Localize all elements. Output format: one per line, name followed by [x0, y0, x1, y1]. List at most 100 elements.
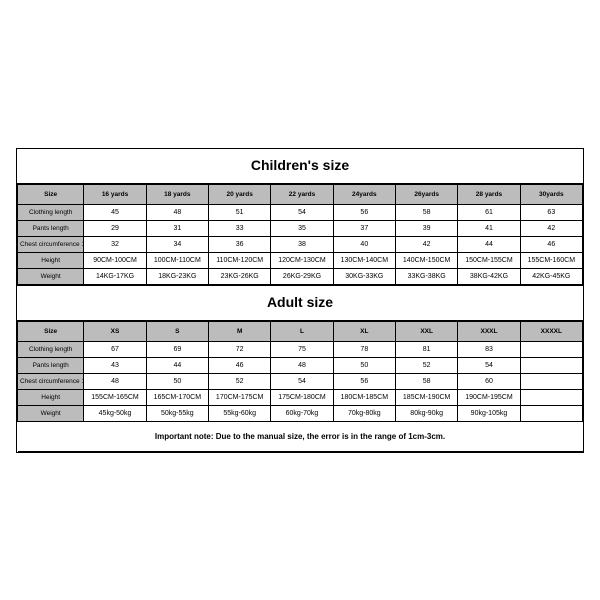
cell: 67	[84, 341, 146, 357]
cell: 150CM-155CM	[458, 252, 520, 268]
row-label: Chest circumference 1/2	[18, 236, 84, 252]
col-header: 30yards	[520, 184, 582, 204]
col-header: S	[146, 321, 208, 341]
cell: 120CM-130CM	[271, 252, 333, 268]
row-label: Height	[18, 389, 84, 405]
col-header: 18 yards	[146, 184, 208, 204]
cell: 69	[146, 341, 208, 357]
col-header: M	[209, 321, 271, 341]
cell: 38KG-42KG	[458, 268, 520, 284]
cell: 44	[458, 236, 520, 252]
cell: 155CM-165CM	[84, 389, 146, 405]
cell: 55kg-60kg	[209, 405, 271, 421]
cell: 32	[84, 236, 146, 252]
cell: 50kg-55kg	[146, 405, 208, 421]
table-row: Height 155CM-165CM 165CM-170CM 170CM-175…	[18, 389, 583, 405]
cell: 33KG-38KG	[395, 268, 457, 284]
cell: 190CM-195CM	[458, 389, 520, 405]
row-label: Clothing length	[18, 341, 84, 357]
cell: 72	[209, 341, 271, 357]
table-row: Weight 14KG-17KG 18KG-23KG 23KG-26KG 26K…	[18, 268, 583, 284]
cell: 44	[146, 357, 208, 373]
col-header: XXL	[395, 321, 457, 341]
cell: 80kg-90kg	[395, 405, 457, 421]
cell: 100CM-110CM	[146, 252, 208, 268]
cell: 37	[333, 220, 395, 236]
cell: 54	[271, 373, 333, 389]
row-label: Height	[18, 252, 84, 268]
cell: 42	[395, 236, 457, 252]
cell: 50	[146, 373, 208, 389]
cell	[520, 389, 582, 405]
table-row: Clothing length 67 69 72 75 78 81 83	[18, 341, 583, 357]
cell: 48	[84, 373, 146, 389]
row-label: Pants length	[18, 220, 84, 236]
cell: 75	[271, 341, 333, 357]
table-row: Pants length 43 44 46 48 50 52 54	[18, 357, 583, 373]
size-chart: Children's size Size 16 yards 18 yards 2…	[16, 148, 584, 453]
cell: 61	[458, 204, 520, 220]
cell: 175CM-180CM	[271, 389, 333, 405]
cell: 110CM-120CM	[209, 252, 271, 268]
note-row: Important note: Due to the manual size, …	[18, 421, 583, 451]
cell: 48	[146, 204, 208, 220]
cell: 56	[333, 204, 395, 220]
cell: 81	[395, 341, 457, 357]
cell: 78	[333, 341, 395, 357]
cell: 46	[520, 236, 582, 252]
page: Children's size Size 16 yards 18 yards 2…	[0, 0, 600, 600]
children-table: Size 16 yards 18 yards 20 yards 22 yards…	[17, 184, 583, 285]
cell: 48	[271, 357, 333, 373]
cell: 52	[395, 357, 457, 373]
table-row: Height 90CM-100CM 100CM-110CM 110CM-120C…	[18, 252, 583, 268]
cell	[520, 357, 582, 373]
cell	[520, 405, 582, 421]
table-row: Pants length 29 31 33 35 37 39 41 42	[18, 220, 583, 236]
cell: 83	[458, 341, 520, 357]
cell: 140CM-150CM	[395, 252, 457, 268]
col-header: 28 yards	[458, 184, 520, 204]
children-title: Children's size	[17, 149, 583, 184]
col-header: 26yards	[395, 184, 457, 204]
adult-title: Adult size	[17, 285, 583, 321]
cell: 45kg-50kg	[84, 405, 146, 421]
col-header: XL	[333, 321, 395, 341]
cell: 52	[209, 373, 271, 389]
col-header: L	[271, 321, 333, 341]
cell: 36	[209, 236, 271, 252]
cell: 46	[209, 357, 271, 373]
cell: 54	[458, 357, 520, 373]
cell: 43	[84, 357, 146, 373]
cell: 34	[146, 236, 208, 252]
size-label: Size	[18, 321, 84, 341]
adult-table: Size XS S M L XL XXL XXXL XXXXL Clothing…	[17, 321, 583, 452]
table-row: Clothing length 45 48 51 54 56 58 61 63	[18, 204, 583, 220]
col-header: 20 yards	[209, 184, 271, 204]
cell: 33	[209, 220, 271, 236]
cell: 60	[458, 373, 520, 389]
cell: 51	[209, 204, 271, 220]
cell: 70kg-80kg	[333, 405, 395, 421]
cell	[520, 373, 582, 389]
cell: 42KG-45KG	[520, 268, 582, 284]
cell: 26KG-29KG	[271, 268, 333, 284]
col-header: 24yards	[333, 184, 395, 204]
row-label: Pants length	[18, 357, 84, 373]
cell: 90kg-105kg	[458, 405, 520, 421]
cell: 41	[458, 220, 520, 236]
cell: 42	[520, 220, 582, 236]
cell: 56	[333, 373, 395, 389]
cell	[520, 341, 582, 357]
row-label: Weight	[18, 405, 84, 421]
cell: 170CM-175CM	[209, 389, 271, 405]
cell: 30KG-33KG	[333, 268, 395, 284]
cell: 31	[146, 220, 208, 236]
cell: 90CM-100CM	[84, 252, 146, 268]
cell: 50	[333, 357, 395, 373]
adult-size-header: Size XS S M L XL XXL XXXL XXXXL	[18, 321, 583, 341]
cell: 60kg-70kg	[271, 405, 333, 421]
cell: 40	[333, 236, 395, 252]
row-label: Clothing length	[18, 204, 84, 220]
cell: 29	[84, 220, 146, 236]
cell: 130CM-140CM	[333, 252, 395, 268]
